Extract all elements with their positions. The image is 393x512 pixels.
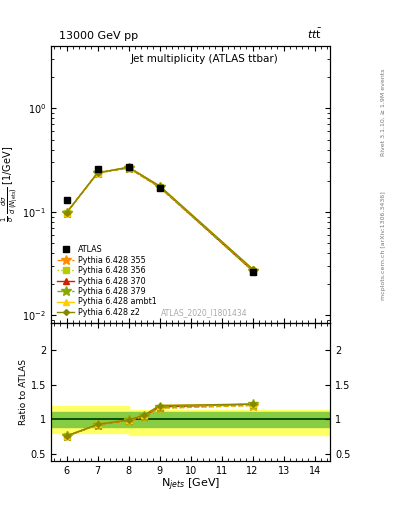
Text: Rivet 3.1.10, ≥ 1.9M events: Rivet 3.1.10, ≥ 1.9M events <box>381 69 386 156</box>
Text: tt$\bar{\mathrm{t}}$: tt$\bar{\mathrm{t}}$ <box>307 26 322 40</box>
X-axis label: N$_{jets}$ [GeV]: N$_{jets}$ [GeV] <box>161 477 220 494</box>
Y-axis label: $\frac{1}{\sigma}$ $\frac{d\sigma}{d\,(N_\mathrm{jets})}$ [1/GeV]: $\frac{1}{\sigma}$ $\frac{d\sigma}{d\,(N… <box>0 146 20 222</box>
Y-axis label: Ratio to ATLAS: Ratio to ATLAS <box>19 359 28 424</box>
Text: mcplots.cern.ch [arXiv:1306.3436]: mcplots.cern.ch [arXiv:1306.3436] <box>381 191 386 300</box>
Text: ATLAS_2020_I1801434: ATLAS_2020_I1801434 <box>161 308 248 317</box>
Legend: ATLAS, Pythia 6.428 355, Pythia 6.428 356, Pythia 6.428 370, Pythia 6.428 379, P: ATLAS, Pythia 6.428 355, Pythia 6.428 35… <box>55 244 158 318</box>
Bar <box>51 412 330 427</box>
Text: 13000 GeV pp: 13000 GeV pp <box>59 31 139 40</box>
Text: Jet multiplicity (ATLAS ttbar): Jet multiplicity (ATLAS ttbar) <box>131 54 278 65</box>
